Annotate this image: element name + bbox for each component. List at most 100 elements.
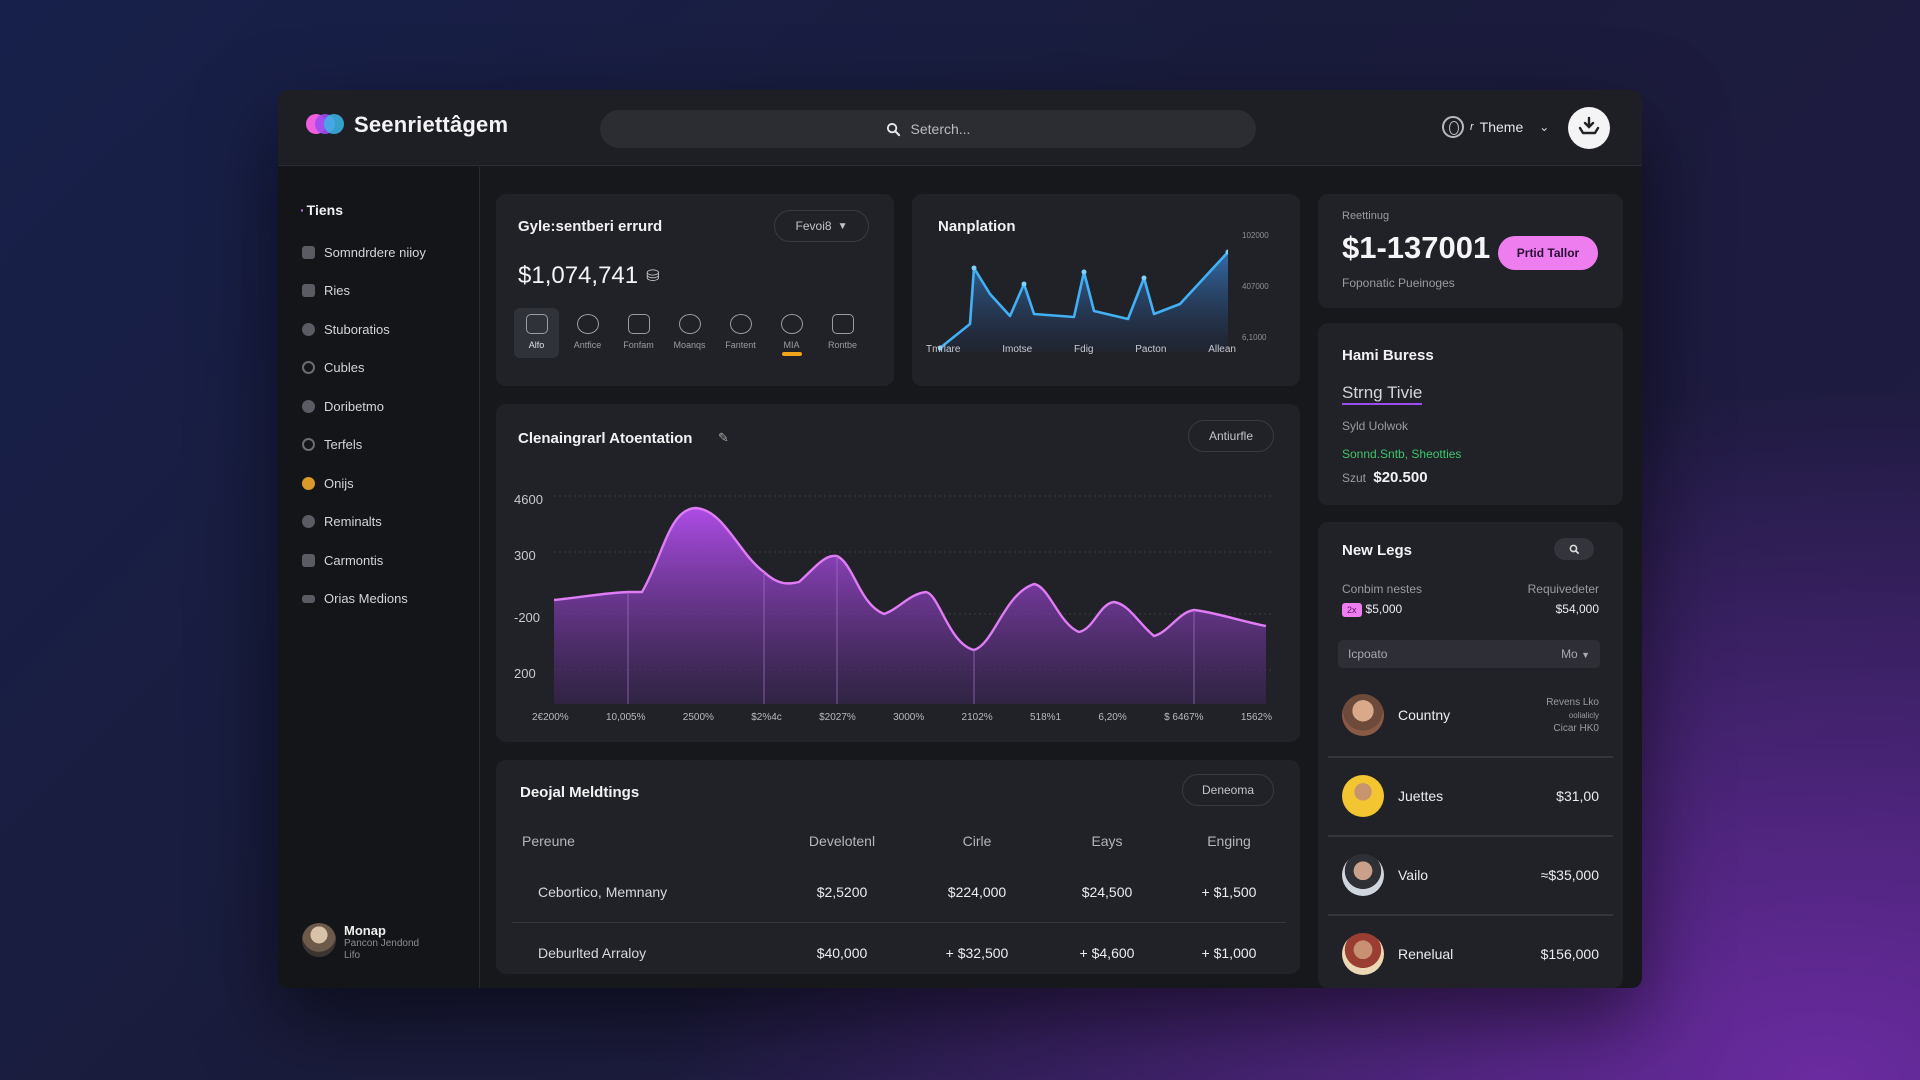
- summary-amount: $1,074,741 ⛁: [518, 262, 660, 290]
- search-icon: [1569, 544, 1579, 554]
- y-tick: 102000: [1242, 231, 1269, 240]
- upload-avatar-button[interactable]: [1568, 107, 1610, 149]
- sidebar-nav: Somndrdere niioy Ries Stuboratios Cubles…: [302, 233, 426, 618]
- leads-card: New Legs Conbim nestes 2x $5,000 Requived…: [1318, 522, 1623, 988]
- sidebar-item-1[interactable]: Ries: [302, 272, 426, 311]
- x-tick: Fdig: [1074, 344, 1094, 355]
- user-profile[interactable]: Monap Pancon Jendond Lifo: [302, 923, 434, 962]
- table-title: Deojal Meldtings: [520, 784, 640, 801]
- lead-name: Juettes: [1398, 788, 1444, 804]
- x-tick: $2%4c: [751, 712, 782, 723]
- theme-dropdown[interactable]: r Theme ⌄: [1442, 116, 1549, 138]
- column-header[interactable]: Cirle: [962, 833, 992, 849]
- brand[interactable]: Seenriettâgem: [306, 112, 508, 138]
- column-header[interactable]: Pereune: [522, 833, 575, 849]
- lead-name: Countny: [1398, 707, 1451, 723]
- lead-row-3[interactable]: Renelual $156,000: [1328, 916, 1613, 988]
- sidebar-item-7[interactable]: Reminalts: [302, 503, 426, 542]
- x-tick: Pacton: [1135, 344, 1167, 355]
- cell-value: $40,000: [816, 944, 868, 961]
- sidebar-item-2[interactable]: Stuboratios: [302, 310, 426, 349]
- sidebar-item-9[interactable]: Orias Medions: [302, 580, 426, 619]
- x-tick: 3000%: [893, 712, 925, 723]
- lead-meta: Revens Lko oolialicly Cicar HK0: [1546, 696, 1599, 735]
- lead-row-1[interactable]: Juettes $31,00: [1328, 758, 1613, 834]
- table-action-button[interactable]: Deneoma: [1182, 774, 1274, 806]
- sidebar-item-8[interactable]: Carmontis: [302, 541, 426, 580]
- leads-search-button[interactable]: [1554, 538, 1594, 560]
- y-tick: 300: [514, 548, 536, 563]
- revenue-card: Reettinug $1-137001 Prtid Tallor Foponat…: [1318, 194, 1623, 308]
- x-tick: Tmrlare: [926, 344, 961, 355]
- cell-name: Cebortico, Memnany: [538, 884, 668, 900]
- clock-icon: [302, 361, 315, 375]
- leads-left-amount: $5,000: [1365, 602, 1403, 616]
- x-tick: Allean: [1208, 344, 1236, 355]
- target-icon: [302, 438, 315, 452]
- leads-filter-select[interactable]: Icpoato Mo ▼: [1338, 640, 1600, 668]
- column-header[interactable]: Develotenl: [808, 833, 876, 849]
- x-tick: $ 6467%: [1164, 712, 1204, 723]
- sidebar-item-0[interactable]: Somndrdere niioy: [302, 233, 426, 272]
- y-tick: 200: [514, 666, 536, 681]
- revenue-label: Reettinug: [1342, 210, 1390, 222]
- sidebar-item-label: Orias Medions: [324, 591, 408, 607]
- bag-icon: [780, 314, 803, 334]
- logo-icon: [306, 114, 344, 136]
- app-name: Seenriettâgem: [354, 112, 509, 137]
- table-row[interactable]: Deburlted Arraloy $40,000 + $32,500 + $4…: [512, 922, 1286, 982]
- category-tab-2[interactable]: Fonfam: [616, 308, 661, 358]
- lead-row-0[interactable]: Countny Revens Lko oolialicly Cicar HK0: [1328, 677, 1613, 753]
- laptop-icon: [525, 314, 548, 334]
- summary-title: Gyle:sentberi errurd: [518, 218, 663, 235]
- sidebar-item-4[interactable]: Doribetmo: [302, 387, 426, 426]
- x-tick: 2€200%: [532, 712, 569, 723]
- shield-icon: [729, 314, 752, 334]
- table-row[interactable]: Cebortico, Memnany $2,5200 $224,000 $24,…: [512, 862, 1286, 922]
- sidebar-item-label: Carmontis: [324, 552, 384, 568]
- business-title: Hami Buress: [1342, 347, 1434, 364]
- lead-meta-line: Revens Lko: [1546, 696, 1599, 708]
- lead-amount: $31,00: [1556, 788, 1599, 804]
- table-action-label: Deneoma: [1201, 783, 1255, 797]
- category-tab-0[interactable]: Alfo: [514, 308, 559, 358]
- sidebar-item-6[interactable]: Onijs: [302, 464, 426, 503]
- category-label: Moanqs: [673, 340, 706, 350]
- x-tick: 6,20%: [1098, 712, 1127, 723]
- globe-icon: [678, 314, 701, 334]
- cell-value: + $4,600: [1079, 944, 1135, 961]
- sidebar-item-5[interactable]: Terfels: [302, 426, 426, 465]
- edit-icon[interactable]: ✎: [718, 430, 729, 445]
- lead-row-2[interactable]: Vailo ≈$35,000: [1328, 837, 1613, 913]
- chevron-down-icon: ▼: [837, 220, 848, 232]
- column-header[interactable]: Enging: [1207, 833, 1251, 849]
- chart-options-button[interactable]: Antiurfle: [1188, 420, 1274, 452]
- mini-chart-title: Nanplation: [938, 218, 1016, 235]
- search-input[interactable]: Seterch...: [600, 110, 1256, 148]
- y-tick: 6,1000: [1242, 333, 1267, 342]
- x-tick: $2027%: [819, 712, 856, 723]
- business-amount: $20.500: [1373, 469, 1428, 486]
- y-tick: 4600: [514, 492, 543, 507]
- sidebar-item-3[interactable]: Cubles: [302, 349, 426, 388]
- x-tick: 2500%: [682, 712, 714, 723]
- coins-icon: ⛁: [646, 268, 660, 285]
- filter-value-text: Mo: [1561, 647, 1578, 661]
- sidebar-item-label: Somndrdere niioy: [324, 244, 426, 260]
- period-dropdown[interactable]: Fevoi8 ▼: [774, 210, 869, 242]
- business-amount-row: Szut $20.500: [1342, 469, 1428, 486]
- category-tabs: Alfo Antfice Fonfam Moanqs Fantent MIA R…: [514, 308, 865, 358]
- app-window: Seenriettâgem Seterch... r Theme ⌄ Tiens…: [278, 90, 1642, 988]
- sidebar-item-label: Onijs: [324, 475, 354, 491]
- category-tab-4[interactable]: Fantent: [718, 308, 763, 358]
- category-tab-5[interactable]: MIA: [769, 308, 814, 358]
- category-tab-6[interactable]: Rontbe: [820, 308, 865, 358]
- avatar: [302, 923, 336, 957]
- category-tab-1[interactable]: Antfice: [565, 308, 610, 358]
- cell-name: Deburlted Arraloy: [538, 944, 647, 961]
- category-tab-3[interactable]: Moanqs: [667, 308, 712, 358]
- primary-action-button[interactable]: Prtid Tallor: [1498, 236, 1598, 270]
- users-icon: [302, 322, 315, 336]
- column-header[interactable]: Eays: [1091, 833, 1123, 849]
- summary-amount-value: $1,074,741: [518, 262, 639, 289]
